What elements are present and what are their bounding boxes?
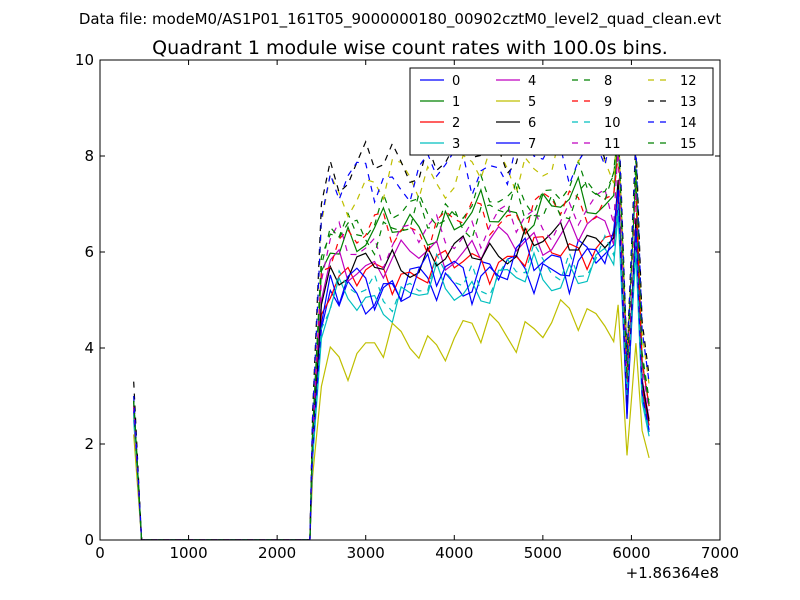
y-tick-label: 6 [84,243,94,261]
series-11-line [133,146,650,540]
series-5-line [133,298,650,540]
series-6-line [133,179,650,540]
legend-label: 8 [604,74,612,89]
legend-label: 6 [528,116,536,131]
legend-label: 7 [528,137,536,152]
x-tick-label: 6000 [612,544,650,562]
legend-label: 3 [452,137,460,152]
series-9-line [133,155,650,540]
x-tick-label: 2000 [258,544,296,562]
y-tick-label: 8 [84,147,94,165]
x-tick-label: 1000 [169,544,207,562]
plot-frame [99,59,721,541]
y-tick-label: 0 [84,531,94,549]
legend-label: 12 [680,74,697,89]
legend-label: 2 [452,116,460,131]
x-tick-label: 3000 [347,544,385,562]
x-tick-label: 0 [95,544,105,562]
legend-label: 0 [452,74,460,89]
series-2-line [133,194,650,540]
series-3-line [133,213,650,540]
legend-label: 9 [604,95,612,110]
legend-label: 1 [452,95,460,110]
legend-label: 15 [680,137,697,152]
y-tick-label: 2 [84,435,94,453]
legend-label: 4 [528,74,536,89]
series-10-line [133,203,650,540]
series-14-line [133,107,650,540]
series-1-line [133,136,650,540]
y-tick-label: 10 [75,51,94,69]
legend-box [409,67,714,156]
series-0-line [133,203,650,540]
legend-label: 14 [680,116,697,131]
chart-title: Quadrant 1 module wise count rates with … [152,37,668,59]
x-tick-label: 5000 [524,544,562,562]
series-7-line [133,189,650,540]
series-8-line [133,127,650,540]
suptitle: Data file: modeM0/AS1P01_161T05_90000001… [79,10,721,29]
x-tick-label: 7000 [701,544,739,562]
series-15-line [133,122,650,540]
legend-label: 10 [604,116,621,131]
legend-label: 11 [604,137,621,152]
series-layer [133,98,650,540]
series-4-line [133,184,650,540]
y-tick-label: 4 [84,339,94,357]
x-offset-label: +1.86364e8 [626,564,719,582]
x-tick-label: 4000 [435,544,473,562]
legend-label: 5 [528,95,536,110]
legend-label: 13 [680,95,697,110]
